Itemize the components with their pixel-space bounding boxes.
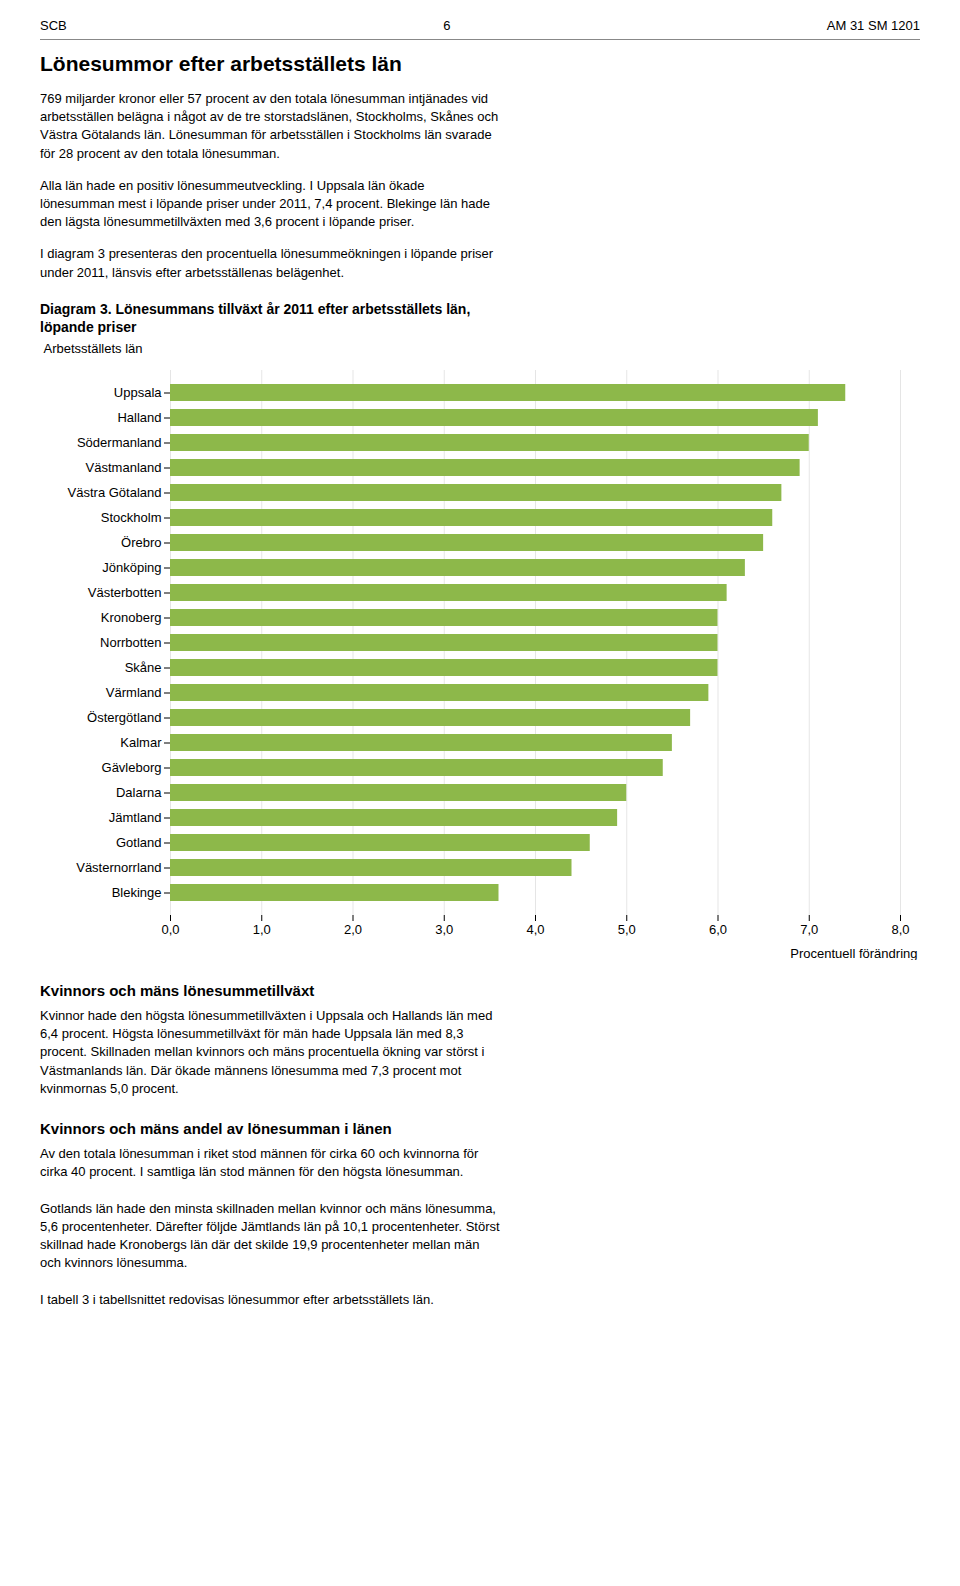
html-text:Alla län hade en positiv lönes: Alla län hade en positiv lönesummeutveck…: [40, 177, 490, 230]
svg-text:Uppsala: Uppsala: [114, 385, 162, 400]
svg-text:0,0: 0,0: [161, 922, 179, 937]
svg-text:1,0: 1,0: [253, 922, 271, 937]
svg-text:Södermanland: Södermanland: [77, 435, 162, 450]
html-text:Kvinnors och mäns lönesummetil: Kvinnors och mäns lönesummetillväxt: [40, 982, 315, 1000]
svg-text:Kalmar: Kalmar: [120, 735, 162, 750]
html-text:Kvinnor hade den högsta lönesu: Kvinnor hade den högsta lönesummetillväx…: [40, 1008, 493, 1096]
html-text:6: 6: [443, 18, 451, 33]
svg-text:Kronoberg: Kronoberg: [101, 610, 162, 625]
svg-text:Östergötland: Östergötland: [87, 710, 161, 725]
html-text:SCB: SCB: [40, 18, 67, 33]
html-text:I diagram 3 presenteras den pr: I diagram 3 presenteras den procentuella…: [40, 246, 494, 280]
svg-text:Procentuell förändring: Procentuell förändring: [790, 946, 917, 961]
svg-text:Norrbotten: Norrbotten: [100, 635, 161, 650]
svg-text:Västernorrland: Västernorrland: [76, 860, 161, 875]
svg-text:4,0: 4,0: [526, 922, 544, 937]
html-text:AM 31 SM 1201: AM 31 SM 1201: [826, 18, 920, 33]
svg-text:Värmland: Värmland: [106, 685, 162, 700]
svg-text:Arbetsställets län: Arbetsställets län: [44, 341, 143, 356]
svg-text:6,0: 6,0: [709, 922, 727, 937]
svg-text:5,0: 5,0: [618, 922, 636, 937]
svg-text:Jämtland: Jämtland: [109, 810, 162, 825]
html-text:Av den totala lönesumman i rik: Av den totala lönesumman i riket stod mä…: [40, 1146, 500, 1307]
svg-text:Västerbotten: Västerbotten: [88, 585, 162, 600]
html-text:769 miljarder kronor eller 57: 769 miljarder kronor eller 57 procent av…: [40, 91, 499, 161]
svg-text:Blekinge: Blekinge: [112, 885, 162, 900]
svg-text:8,0: 8,0: [891, 922, 909, 937]
svg-text:Västra Götaland: Västra Götaland: [68, 485, 162, 500]
svg-text:2,0: 2,0: [344, 922, 362, 937]
svg-text:Stockholm: Stockholm: [101, 510, 162, 525]
svg-text:Skåne: Skåne: [125, 660, 162, 675]
svg-text:7,0: 7,0: [800, 922, 818, 937]
svg-text:Jönköping: Jönköping: [102, 560, 161, 575]
svg-text:Västmanland: Västmanland: [86, 460, 162, 475]
html-text:Lönesummor efter arbetsstället: Lönesummor efter arbetsställets län: [40, 52, 402, 75]
svg-text:Gotland: Gotland: [116, 835, 162, 850]
html-text:Diagram 3. Lönesummans tillväx: Diagram 3. Lönesummans tillväxt år 2011 …: [40, 300, 471, 335]
html-text:Kvinnors och mäns andel av lön: Kvinnors och mäns andel av lönesumman i …: [40, 1120, 392, 1137]
svg-text:3,0: 3,0: [435, 922, 453, 937]
svg-text:Dalarna: Dalarna: [116, 785, 162, 800]
svg-text:Gävleborg: Gävleborg: [102, 760, 162, 775]
svg-text:Halland: Halland: [117, 410, 161, 425]
svg-text:Örebro: Örebro: [121, 535, 161, 550]
